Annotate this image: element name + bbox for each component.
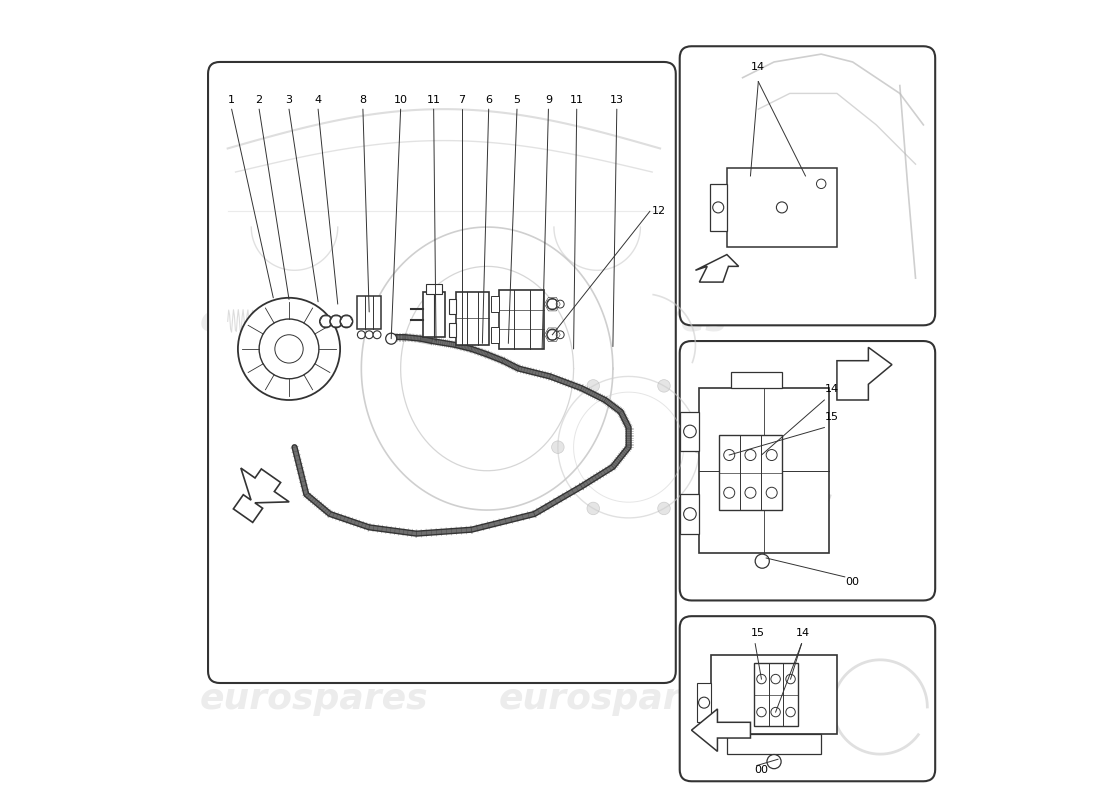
Polygon shape	[837, 347, 892, 400]
Circle shape	[365, 331, 373, 338]
Circle shape	[238, 298, 340, 400]
Text: 4: 4	[315, 95, 321, 106]
Text: 5: 5	[514, 95, 520, 106]
Text: 1: 1	[228, 95, 235, 106]
Bar	[712, 655, 837, 734]
Bar	[710, 184, 727, 231]
Circle shape	[785, 707, 795, 717]
Bar	[358, 296, 381, 330]
Bar	[719, 435, 782, 510]
Text: 14: 14	[796, 628, 811, 638]
Text: 14: 14	[750, 62, 764, 72]
Circle shape	[340, 315, 353, 328]
Bar	[455, 291, 488, 345]
Bar	[755, 663, 797, 726]
Text: 3: 3	[286, 95, 293, 106]
Circle shape	[260, 319, 319, 378]
Circle shape	[330, 315, 342, 328]
Bar	[450, 299, 455, 314]
Circle shape	[767, 754, 781, 769]
Circle shape	[557, 300, 564, 308]
FancyBboxPatch shape	[680, 616, 935, 782]
Circle shape	[658, 380, 670, 392]
Text: 15: 15	[750, 628, 764, 638]
Circle shape	[757, 674, 767, 684]
Circle shape	[777, 202, 788, 213]
Bar	[727, 734, 822, 754]
Circle shape	[756, 554, 769, 568]
Circle shape	[547, 298, 558, 310]
Text: 12: 12	[652, 206, 667, 216]
Circle shape	[698, 697, 710, 708]
Text: eurospares: eurospares	[200, 682, 429, 716]
Circle shape	[693, 441, 706, 454]
Circle shape	[713, 202, 724, 213]
Text: 10: 10	[394, 95, 408, 106]
Circle shape	[386, 333, 397, 344]
Circle shape	[785, 674, 795, 684]
Bar	[422, 291, 444, 337]
Polygon shape	[692, 709, 750, 751]
Text: 00: 00	[845, 577, 859, 586]
Text: 6: 6	[485, 95, 492, 106]
Polygon shape	[695, 254, 739, 282]
Circle shape	[551, 441, 564, 454]
Circle shape	[587, 502, 600, 514]
Bar	[499, 290, 544, 349]
Circle shape	[724, 487, 735, 498]
Bar	[700, 388, 829, 554]
Bar	[730, 373, 782, 388]
Bar	[450, 323, 455, 337]
Text: 11: 11	[570, 95, 584, 106]
Bar	[491, 296, 499, 312]
Circle shape	[771, 707, 780, 717]
Circle shape	[358, 331, 365, 338]
Circle shape	[658, 502, 670, 514]
Circle shape	[320, 315, 332, 328]
Circle shape	[587, 380, 600, 392]
Text: 7: 7	[459, 95, 465, 106]
Text: eurospares: eurospares	[200, 304, 429, 338]
Polygon shape	[233, 468, 289, 522]
Text: 9: 9	[544, 95, 552, 106]
Circle shape	[683, 508, 696, 520]
Text: 13: 13	[609, 95, 624, 106]
Text: 8: 8	[360, 95, 366, 106]
Circle shape	[745, 487, 756, 498]
Text: 14: 14	[825, 384, 839, 394]
Circle shape	[745, 450, 756, 461]
Bar	[491, 327, 499, 342]
Circle shape	[724, 450, 735, 461]
Circle shape	[683, 425, 696, 438]
Text: eurospares: eurospares	[498, 682, 727, 716]
Bar	[426, 285, 441, 294]
Circle shape	[816, 179, 826, 189]
Bar	[680, 494, 700, 534]
Circle shape	[557, 331, 564, 338]
FancyBboxPatch shape	[680, 46, 935, 326]
Circle shape	[757, 707, 767, 717]
Circle shape	[373, 331, 381, 338]
Text: eurospares: eurospares	[498, 304, 727, 338]
FancyBboxPatch shape	[208, 62, 675, 683]
FancyBboxPatch shape	[680, 341, 935, 601]
Text: 2: 2	[255, 95, 263, 106]
Text: 15: 15	[825, 412, 839, 422]
Circle shape	[767, 487, 778, 498]
Circle shape	[771, 674, 780, 684]
Bar	[727, 168, 837, 246]
Text: 00: 00	[755, 766, 769, 775]
Bar	[680, 412, 700, 451]
Text: 11: 11	[427, 95, 441, 106]
Circle shape	[767, 450, 778, 461]
Circle shape	[547, 330, 558, 340]
Bar	[697, 683, 712, 722]
